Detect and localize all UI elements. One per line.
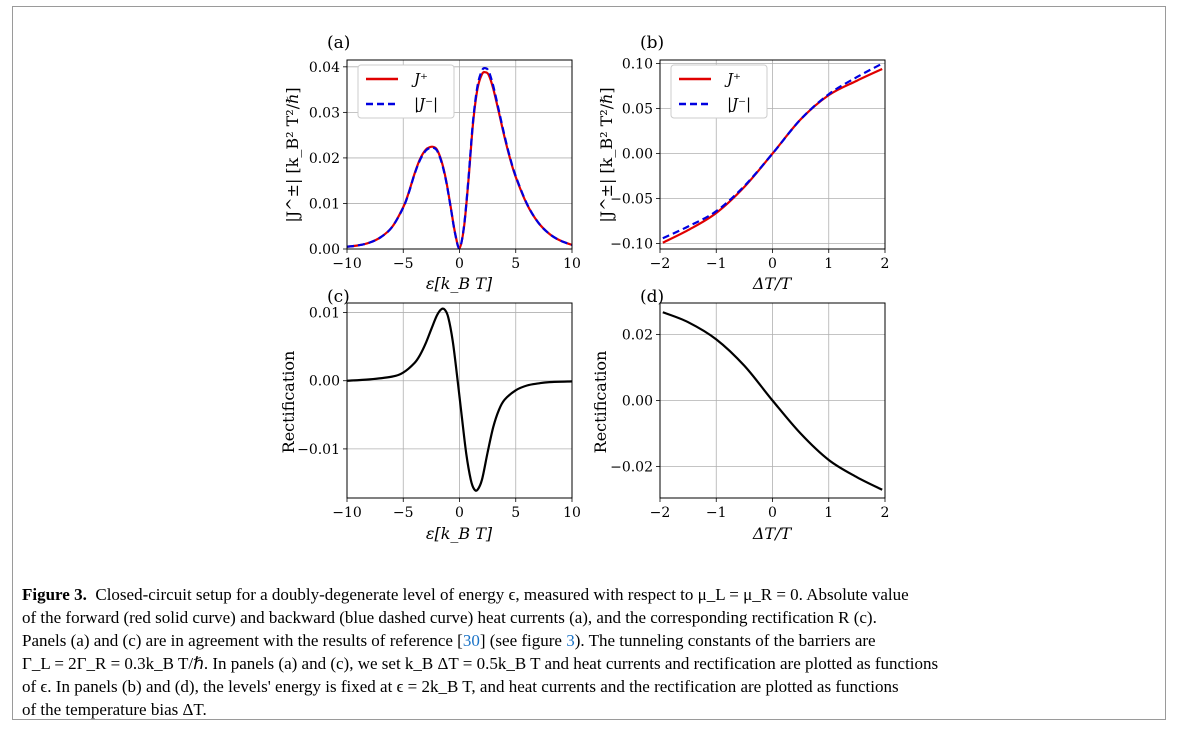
y-tick-label-a: 0.01 — [309, 196, 340, 212]
legend-label-jplus: J⁺ — [411, 70, 428, 88]
y-tick-label-b: 0.05 — [622, 102, 653, 118]
figure-caption: Figure 3. Closed-circuit setup for a dou… — [22, 583, 1132, 721]
y-tick-label-a: 0.04 — [309, 60, 340, 76]
panel-label-b: (b) — [640, 33, 664, 53]
caption-line-3-post: ). The tunneling constants of the barrie… — [574, 631, 876, 650]
x-tick-label-c: 5 — [511, 505, 520, 521]
y-axis-label-b: |J^±| [k_B² T²/ℏ] — [597, 87, 616, 222]
x-tick-label-d: 2 — [881, 505, 890, 521]
legend-b: J⁺ |J⁻| — [670, 64, 768, 119]
y-tick-label-b: 0.10 — [622, 57, 653, 73]
x-tick-label-d: 1 — [824, 505, 833, 521]
x-axis-label-a: ε[k_B T] — [426, 274, 493, 293]
y-tick-label-a: 0.00 — [309, 242, 340, 258]
x-tick-label-c: −10 — [332, 505, 362, 521]
figure-frame — [12, 6, 1166, 720]
reference-link-30[interactable]: 30 — [462, 631, 480, 650]
y-axis-label-d: Rectification — [591, 351, 610, 454]
caption-line-4: Γ_L = 2Γ_R = 0.3k_B T/ℏ. In panels (a) a… — [22, 654, 939, 673]
series-line-c-0 — [346, 307, 573, 492]
y-tick-label-a: 0.03 — [309, 105, 340, 121]
caption-line-3-mid: ] (see figure — [479, 631, 567, 650]
y-tick-label-c: 0.01 — [309, 306, 340, 322]
panel-label-a: (a) — [327, 33, 350, 53]
x-tick-label-c: 0 — [455, 505, 464, 521]
x-tick-label-b: 1 — [824, 256, 833, 272]
y-tick-label-d: −0.02 — [610, 460, 653, 476]
y-tick-label-d: 0.02 — [622, 327, 653, 343]
caption-line-3-pre: Panels (a) and (c) are in agreement with… — [22, 631, 463, 650]
caption-line-1: Closed-circuit setup for a doubly-degene… — [95, 585, 909, 604]
plot-frame-b — [659, 59, 886, 250]
y-tick-label-d: 0.00 — [622, 394, 653, 410]
x-tick-label-b: −2 — [650, 256, 671, 272]
y-axis-label-a: |J^±| [k_B² T²/ℏ] — [283, 87, 302, 222]
panel-label-c: (c) — [327, 287, 350, 307]
y-tick-label-b: −0.05 — [610, 192, 653, 208]
caption-line-2: of the forward (red solid curve) and bac… — [22, 608, 877, 627]
x-tick-label-d: −2 — [650, 505, 671, 521]
caption-line-6: of the temperature bias ΔT. — [22, 700, 207, 719]
series-line-d-0 — [662, 311, 883, 491]
legend-label-jminus-b: |J⁻| — [727, 95, 751, 113]
caption-label: Figure 3. — [22, 585, 87, 604]
legend-label-jplus-b: J⁺ — [724, 70, 741, 88]
x-tick-label-c: −5 — [393, 505, 414, 521]
x-tick-label-b: −1 — [706, 256, 727, 272]
x-tick-label-b: 2 — [881, 256, 890, 272]
legend-a: J⁺ |J⁻| — [357, 64, 455, 119]
y-tick-label-c: 0.00 — [309, 374, 340, 390]
x-tick-label-b: 0 — [768, 256, 777, 272]
x-axis-label-d: ΔT/T — [752, 524, 793, 543]
legend-label-jminus: |J⁻| — [414, 95, 438, 113]
y-tick-label-b: 0.00 — [622, 147, 653, 163]
x-tick-label-a: −10 — [332, 256, 362, 272]
caption-line-5: of ϵ. In panels (b) and (d), the levels'… — [22, 677, 899, 696]
series-line-a-1 — [346, 66, 573, 250]
y-tick-label-c: −0.01 — [297, 442, 340, 458]
y-tick-label-b: −0.10 — [610, 237, 653, 253]
x-axis-label-c: ε[k_B T] — [426, 524, 493, 543]
y-axis-label-c: Rectification — [279, 351, 298, 454]
figure-link-3[interactable]: 3 — [566, 631, 575, 650]
x-tick-label-a: 10 — [563, 256, 581, 272]
y-tick-label-a: 0.02 — [309, 151, 340, 167]
panel-label-d: (d) — [640, 287, 664, 307]
x-tick-label-a: 5 — [511, 256, 520, 272]
x-axis-label-b: ΔT/T — [752, 274, 793, 293]
x-tick-label-c: 10 — [563, 505, 581, 521]
series-line-b-0 — [662, 68, 883, 244]
plot-frame-a — [346, 59, 573, 250]
x-tick-label-a: −5 — [393, 256, 414, 272]
x-tick-label-d: 0 — [768, 505, 777, 521]
plot-frame-c — [346, 302, 573, 499]
x-tick-label-d: −1 — [706, 505, 727, 521]
x-tick-label-a: 0 — [455, 256, 464, 272]
series-line-b-1 — [662, 62, 883, 240]
plot-frame-d — [659, 302, 886, 499]
